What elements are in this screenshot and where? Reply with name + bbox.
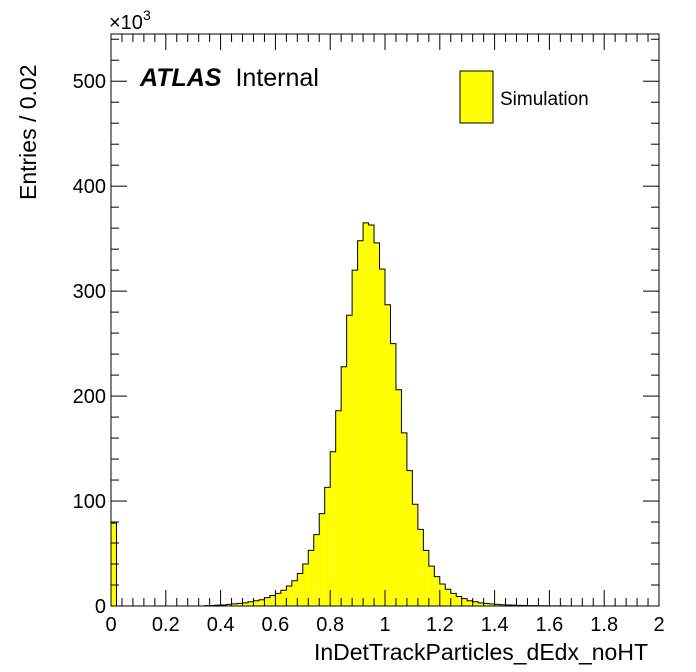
histogram-bin: [346, 315, 353, 606]
x-tick-label: 0: [105, 614, 116, 636]
histogram-bin: [335, 410, 342, 606]
histogram-bin: [412, 504, 418, 606]
histogram-bin: [258, 599, 265, 606]
y-tick-label: 0: [95, 596, 106, 618]
y-tick-label: 400: [73, 176, 106, 198]
x-tick-label: 1.8: [590, 614, 618, 636]
histogram-bin: [313, 534, 320, 606]
histogram-bin: [385, 304, 391, 606]
histogram-bin: [505, 604, 512, 606]
histogram-bin: [489, 603, 495, 606]
histogram-bin: [357, 240, 364, 606]
histogram-bin: [291, 580, 298, 606]
histogram-bin: [269, 595, 276, 606]
histogram-bin: [368, 225, 375, 606]
histogram-bin: [324, 487, 331, 606]
x-tick-label: 1.4: [481, 614, 509, 636]
histogram-bars: [110, 222, 659, 607]
x-tick-label: 0.2: [152, 614, 180, 636]
histogram-bin: [467, 600, 473, 606]
legend-label-simulation: Simulation: [500, 89, 589, 110]
histogram-bin: [423, 550, 429, 606]
histogram-bin: [417, 529, 424, 606]
histogram-bin: [428, 566, 435, 606]
histogram-bin: [253, 600, 259, 606]
histogram-bin: [450, 593, 457, 606]
atlas-bold-label: ATLAS: [139, 64, 222, 92]
histogram-bin: [439, 583, 446, 606]
legend-swatch-simulation: [459, 70, 494, 124]
histogram-bin: [379, 269, 385, 606]
y-tick-label: 100: [73, 491, 106, 513]
x-axis-label: InDetTrackParticles_dEdx_noHT: [314, 639, 648, 665]
atlas-status-label: Internal: [235, 64, 318, 92]
atlas-label: ATLAS Internal: [139, 64, 319, 92]
y-multiplier-label: ×103: [109, 7, 151, 34]
y-axis-tick-labels: 0 100 200 300 400 500: [73, 71, 106, 618]
histogram-bin: [302, 564, 309, 606]
x-tick-label: 0.6: [261, 614, 289, 636]
histogram-bin: [500, 604, 506, 606]
x-tick-label: 1.6: [535, 614, 563, 636]
histogram-bin: [280, 590, 287, 606]
histogram-bin: [472, 601, 479, 606]
y-multiplier-exponent: 3: [143, 7, 151, 23]
x-tick-label: 1.2: [426, 614, 454, 636]
histogram-bin: [264, 597, 270, 606]
histogram-bin: [406, 470, 413, 606]
histogram-bin: [401, 432, 407, 606]
histogram-bin: [374, 242, 380, 607]
y-axis-label: Entries / 0.02: [15, 64, 41, 200]
histogram-bin: [242, 602, 248, 606]
histogram-bin: [352, 270, 358, 606]
y-axis-ticks: [111, 38, 659, 607]
histogram-bin: [111, 523, 117, 606]
histogram-bin: [286, 586, 292, 606]
histogram-bin: [275, 593, 281, 606]
x-axis-tick-labels: 0 0.2 0.4 0.6 0.8 1 1.2 1.4 1.6 1.8 2: [105, 614, 664, 636]
histogram-bin: [330, 451, 336, 606]
y-tick-label: 300: [73, 281, 106, 303]
histogram-bin: [319, 513, 325, 606]
x-axis-ticks: [110, 34, 660, 606]
histogram-bin: [456, 596, 462, 606]
histogram-bin: [494, 604, 501, 606]
histogram-bin: [390, 343, 396, 606]
histogram-bin: [395, 389, 402, 606]
y-tick-label: 200: [73, 386, 106, 408]
histogram-bin: [237, 603, 243, 606]
y-tick-label: 500: [73, 71, 106, 93]
x-tick-label: 2: [653, 614, 664, 636]
histogram-bin: [220, 604, 227, 606]
x-tick-label: 0.8: [316, 614, 344, 636]
histogram-bin: [248, 601, 254, 606]
histogram-bin: [231, 603, 238, 606]
histogram-bin: [478, 602, 484, 606]
histogram-bin: [297, 573, 303, 606]
histogram-bin: [226, 604, 232, 606]
x-tick-label: 0.4: [207, 614, 235, 636]
histogram-bin: [434, 576, 440, 606]
histogram-bin: [363, 222, 369, 607]
histogram-bin: [461, 598, 468, 606]
x-tick-label: 1: [379, 614, 390, 636]
histogram-bin: [341, 366, 347, 606]
histogram-bin: [445, 589, 451, 606]
histogram-bin: [483, 603, 490, 606]
histogram-bin: [308, 550, 314, 606]
